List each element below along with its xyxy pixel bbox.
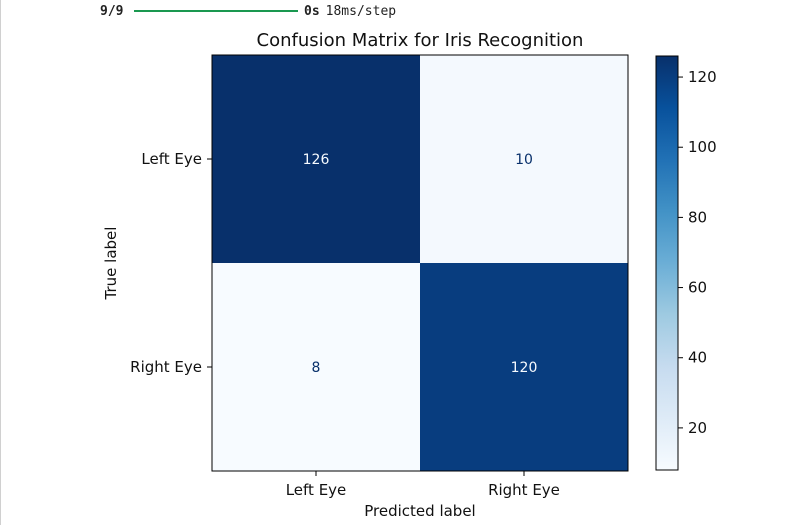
colorbar-tick-label: 80 xyxy=(688,208,707,226)
progress-bar-fill xyxy=(134,10,298,12)
colorbar-tick-label: 40 xyxy=(688,349,707,367)
y-tick-label: Right Eye xyxy=(130,358,202,376)
colorbar-tick-label: 120 xyxy=(688,68,717,86)
y-axis-ticks: Left Eye Right Eye xyxy=(130,150,212,376)
y-tick-label: Left Eye xyxy=(141,150,202,168)
matrix-cell xyxy=(420,263,628,471)
cell-value-label: 126 xyxy=(303,152,330,168)
matrix-cell xyxy=(212,55,420,263)
y-axis-label: True label xyxy=(102,227,120,301)
progress-bar xyxy=(134,10,298,12)
colorbar-tick-label: 100 xyxy=(688,138,717,156)
progress-output: 9/9 0s 18ms/step xyxy=(100,0,396,22)
x-tick-label: Left Eye xyxy=(286,481,347,499)
colorbar-tick-label: 60 xyxy=(688,279,707,297)
cell-left-border xyxy=(0,0,1,525)
progress-time: 0s xyxy=(304,3,320,19)
colorbar xyxy=(655,55,679,471)
progress-step-rate: 18ms/step xyxy=(325,3,397,19)
cell-value-label: 10 xyxy=(515,152,533,168)
cell-value-label: 8 xyxy=(312,360,321,376)
matrix-cells: 126 10 8 120 xyxy=(212,55,628,471)
colorbar-ticks: 20 40 60 80 100 120 xyxy=(678,68,717,437)
plot-frame xyxy=(211,54,629,472)
x-axis-ticks: Left Eye Right Eye xyxy=(286,471,560,499)
chart-title: Confusion Matrix for Iris Recognition xyxy=(257,30,584,51)
x-axis-label: Predicted label xyxy=(364,502,475,520)
matrix-cell xyxy=(212,263,420,471)
x-tick-label: Right Eye xyxy=(488,481,560,499)
matrix-cell xyxy=(420,55,628,263)
cell-value-label: 120 xyxy=(511,360,538,376)
progress-count: 9/9 xyxy=(100,3,124,19)
colorbar-tick-label: 20 xyxy=(688,419,707,437)
